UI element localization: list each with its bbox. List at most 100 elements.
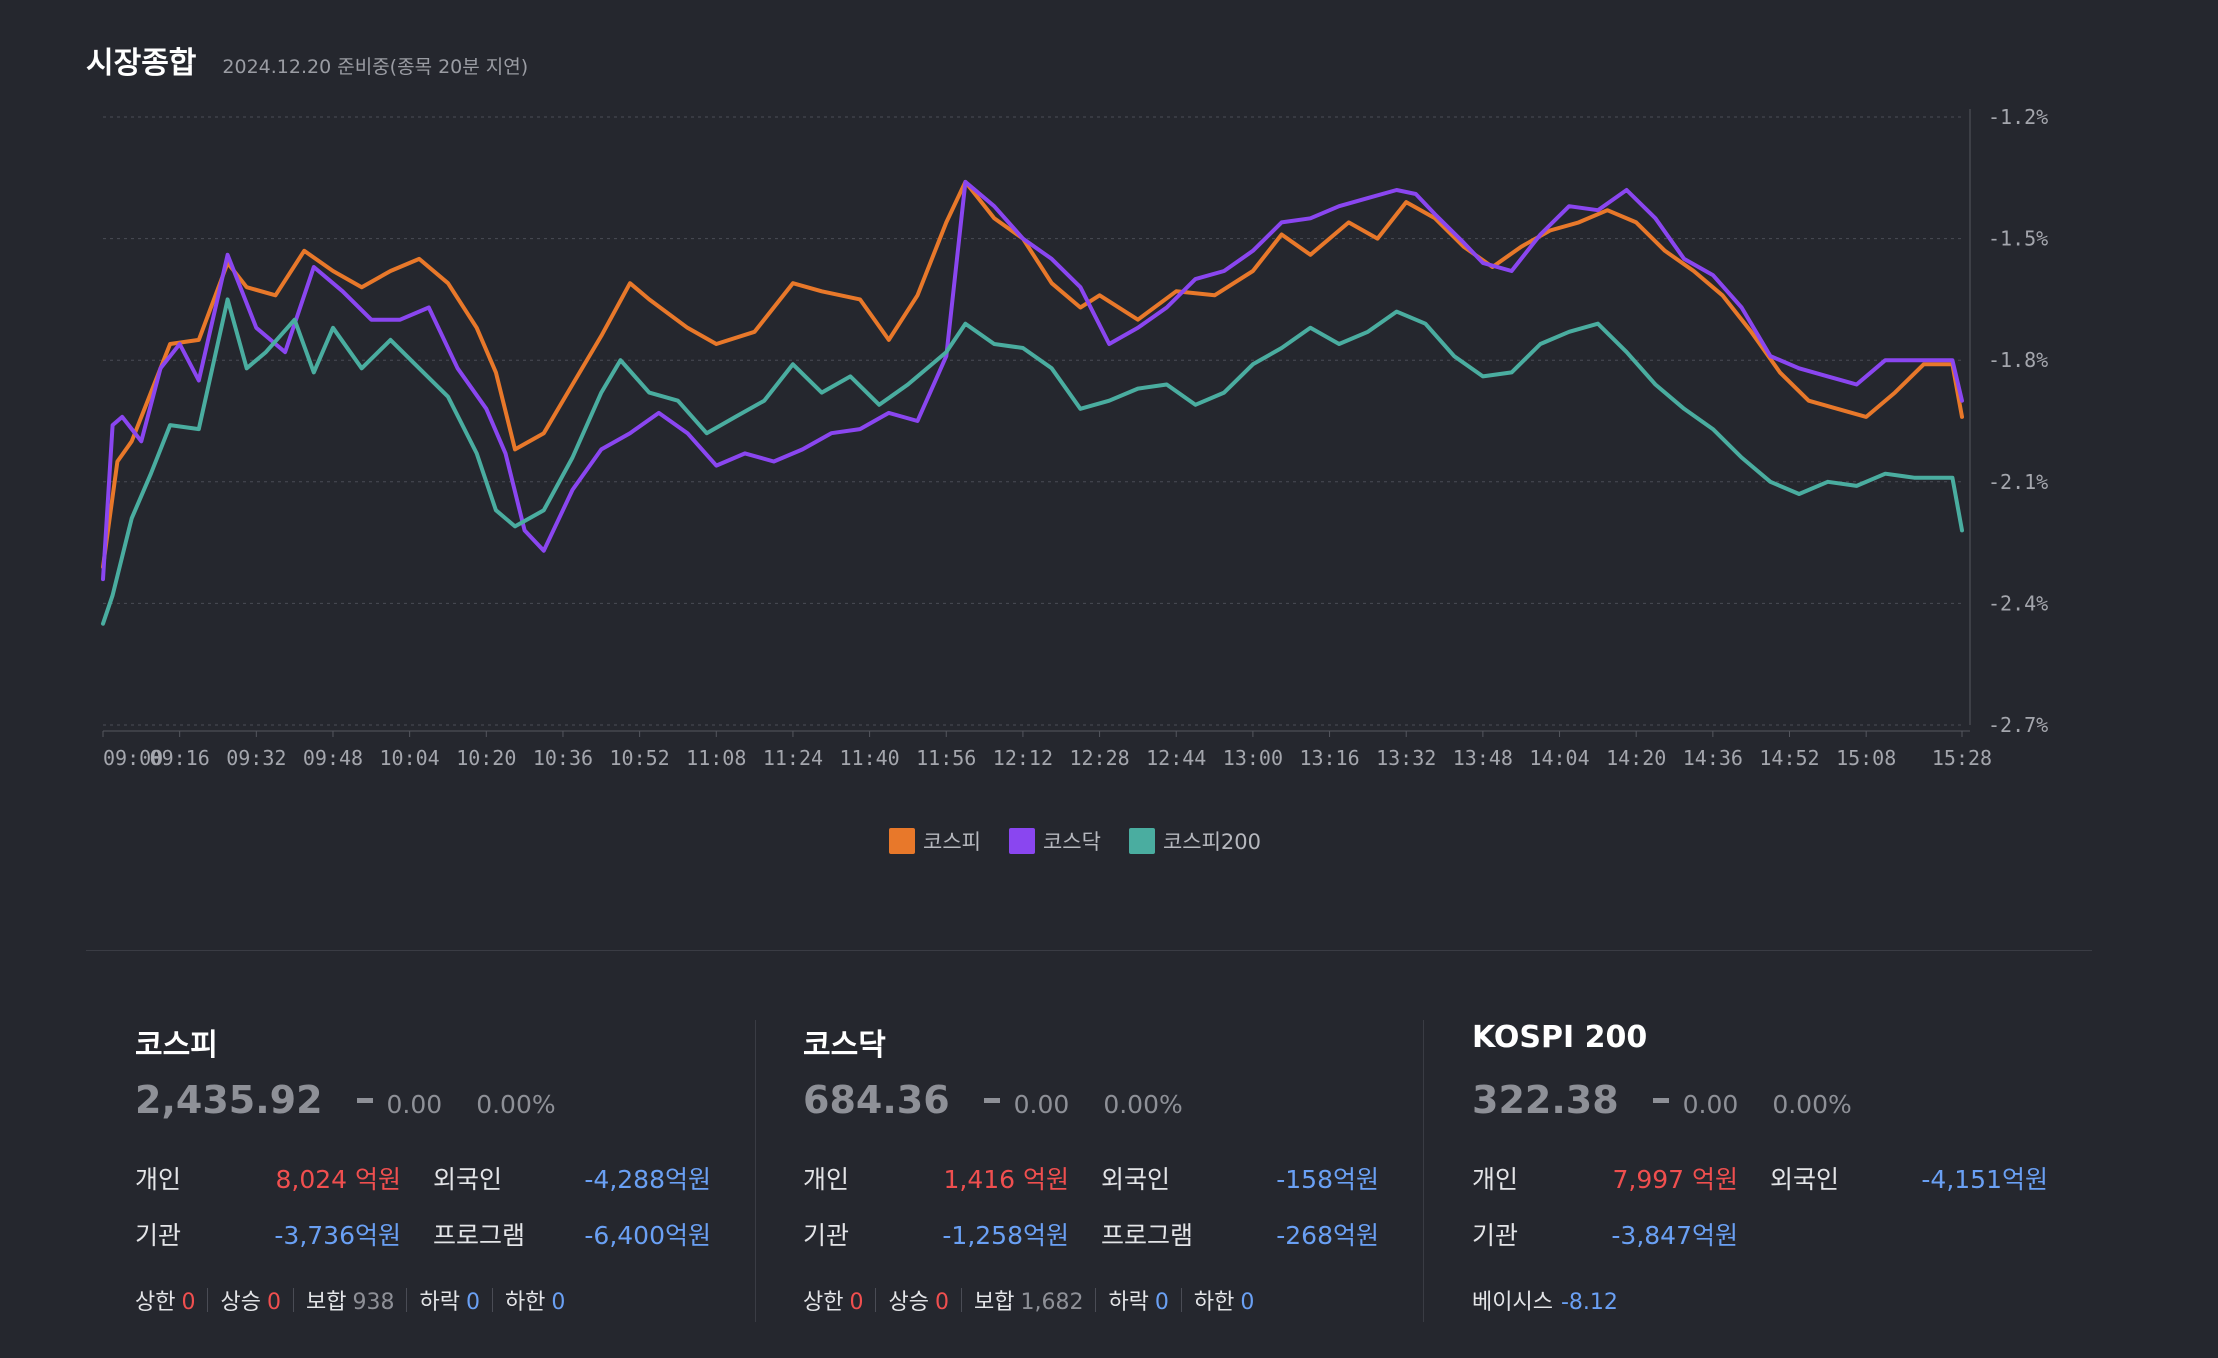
unchanged-dash-icon [356, 1098, 373, 1103]
panel-separator [1423, 1020, 1424, 1322]
unchanged-dash-icon [1652, 1098, 1669, 1103]
y-tick-label: -1.8% [1988, 348, 2048, 372]
breadth-separator [406, 1288, 408, 1312]
legend-label-kospi200: 코스피200 [1162, 830, 1261, 854]
breadth-upper-limit: 상한 0 [803, 1290, 864, 1315]
legend-item-kosdaq[interactable]: 코스닥 [1008, 826, 1101, 856]
breadth-separator [1095, 1288, 1097, 1312]
x-tick-label: 12:12 [993, 746, 1053, 770]
x-tick-label: 09:16 [150, 746, 210, 770]
breadth-rising: 상승 0 [220, 1290, 281, 1315]
index-panel-kosdaq: 코스닥 684.36 0.00 0.00% 개인 1,416 억원 외국인 -1… [803, 1020, 1403, 1316]
breadth-upper-limit: 상한 0 [135, 1290, 196, 1315]
investor-flows: 개인 7,997 억원 외국인 -4,151억원 기관 -3,847억원 [1472, 1160, 2072, 1252]
flow-label-institution: 기관 [135, 1221, 182, 1250]
flow-label-program: 프로그램 [433, 1221, 526, 1250]
basis-label: 베이시스 [1472, 1290, 1553, 1315]
x-tick-label: 15:08 [1836, 746, 1896, 770]
breadth-lower-limit: 하한 0 [1193, 1290, 1255, 1315]
x-tick-label: 09:00 [103, 746, 163, 770]
basis-value: -8.12 [1560, 1290, 1618, 1315]
flow-value-foreign: -158억원 [1276, 1165, 1379, 1194]
panel-separator [755, 1020, 756, 1322]
legend-item-kospi200[interactable]: 코스피200 [1128, 826, 1261, 856]
legend-label-kosdaq: 코스닥 [1042, 830, 1101, 854]
flow-value-institution: -3,736억원 [274, 1221, 401, 1250]
flow-value-institution: -3,847억원 [1611, 1221, 1738, 1250]
page-title: 시장종합 [86, 46, 197, 81]
x-tick-label: 14:04 [1529, 746, 1589, 770]
breadth-separator [292, 1288, 294, 1312]
breadth-separator [875, 1288, 877, 1312]
index-quote: 322.38 0.00 0.00% [1472, 1078, 2072, 1122]
x-tick-label: 13:16 [1299, 746, 1359, 770]
basis: 베이시스 -8.12 [1472, 1284, 2072, 1316]
index-quote: 2,435.92 0.00 0.00% [135, 1078, 735, 1122]
flow-value-individual: 7,997 억원 [1612, 1165, 1738, 1194]
x-tick-label: 11:40 [839, 746, 899, 770]
chart-header: 시장종합 2024.12.20 준비중(종목 20분 지연) [86, 38, 528, 82]
y-tick-label: -1.5% [1988, 227, 2048, 251]
flow-value-program: -6,400억원 [584, 1221, 711, 1250]
y-tick-label: -2.4% [1988, 591, 2048, 615]
x-tick-label: 10:52 [610, 746, 670, 770]
breadth-separator [207, 1288, 209, 1312]
breadth-unchanged: 보합 938 [305, 1290, 395, 1315]
index-change: 0.00 [1682, 1090, 1739, 1119]
flow-label-individual: 개인 [1472, 1165, 1519, 1194]
x-tick-label: 14:52 [1759, 746, 1819, 770]
flow-label-foreign: 외국인 [1770, 1165, 1840, 1194]
index-panel-kospi200: KOSPI 200 322.38 0.00 0.00% 개인 7,997 억원 … [1472, 1020, 2072, 1316]
index-change: 0.00 [386, 1090, 443, 1119]
index-name: 코스피 [135, 1028, 218, 1063]
x-tick-label: 11:08 [686, 746, 746, 770]
legend-item-kospi[interactable]: 코스피 [889, 826, 981, 856]
series-line-2 [101, 297, 1964, 626]
investor-flows: 개인 1,416 억원 외국인 -158억원 기관 -1,258억원 프로그램 … [803, 1160, 1403, 1252]
x-tick-label: 13:00 [1223, 746, 1283, 770]
x-tick-label: 10:20 [456, 746, 516, 770]
x-tick-label: 13:32 [1376, 746, 1436, 770]
flow-label-program: 프로그램 [1101, 1221, 1194, 1250]
flow-value-foreign: -4,151억원 [1921, 1165, 2048, 1194]
y-tick-label: -2.1% [1988, 470, 2048, 494]
x-tick-label: 09:32 [226, 746, 286, 770]
chart-legend: 코스피 코스닥 코스피200 [0, 826, 2150, 856]
series-line-0 [101, 179, 1964, 569]
x-tick-label: 13:48 [1453, 746, 1513, 770]
flow-value-program: -268억원 [1276, 1221, 1379, 1250]
flow-value-institution: -1,258억원 [942, 1221, 1069, 1250]
breadth-rising: 상승 0 [888, 1290, 949, 1315]
breadth-falling: 하락 0 [419, 1290, 480, 1315]
x-tick-label: 12:28 [1069, 746, 1129, 770]
x-tick-label: 14:20 [1606, 746, 1666, 770]
breadth-separator [1180, 1288, 1182, 1312]
breadth-falling: 하락 0 [1108, 1290, 1169, 1315]
flow-label-institution: 기관 [1472, 1221, 1519, 1250]
x-tick-label: 10:36 [533, 746, 593, 770]
legend-swatch-kosdaq [1008, 828, 1035, 854]
investor-flows: 개인 8,024 억원 외국인 -4,288억원 기관 -3,736억원 프로그… [135, 1160, 735, 1252]
breadth-separator [960, 1288, 962, 1312]
x-tick-label: 10:04 [380, 746, 440, 770]
index-name: 코스닥 [803, 1028, 886, 1063]
x-tick-label: 14:36 [1683, 746, 1743, 770]
index-change-percent: 0.00% [1772, 1090, 1852, 1119]
index-quote: 684.36 0.00 0.00% [803, 1078, 1403, 1122]
flow-value-individual: 1,416 억원 [943, 1165, 1069, 1194]
flow-value-individual: 8,024 억원 [275, 1165, 401, 1194]
index-panel-kospi: 코스피 2,435.92 0.00 0.00% 개인 8,024 억원 외국인 … [135, 1020, 735, 1316]
index-change: 0.00 [1013, 1090, 1070, 1119]
section-divider [86, 950, 2092, 951]
flow-label-foreign: 외국인 [433, 1165, 503, 1194]
breadth-separator [491, 1288, 493, 1312]
y-tick-label: -1.2% [1988, 105, 2048, 129]
unchanged-dash-icon [983, 1098, 1000, 1103]
x-tick-label: 11:24 [763, 746, 823, 770]
flow-label-individual: 개인 [803, 1165, 850, 1194]
series-line-1 [101, 179, 1964, 582]
index-name: KOSPI 200 [1472, 1020, 1648, 1055]
flow-value-foreign: -4,288억원 [584, 1165, 711, 1194]
index-price: 2,435.92 [135, 1078, 323, 1122]
index-price: 322.38 [1472, 1078, 1619, 1122]
